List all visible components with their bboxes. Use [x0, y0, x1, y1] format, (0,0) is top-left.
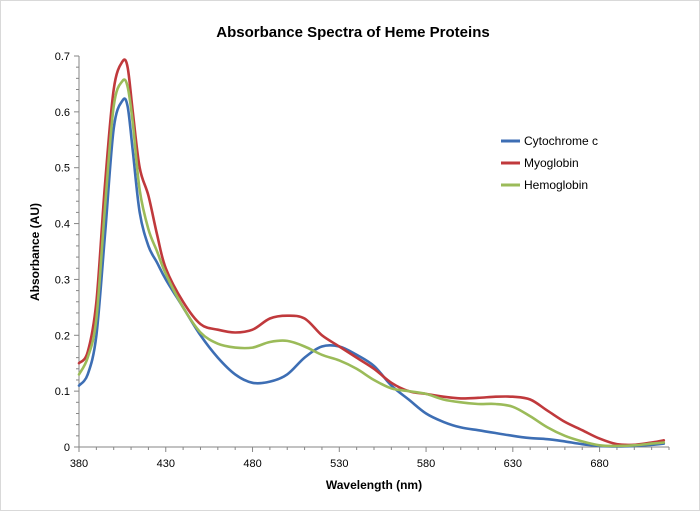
y-tick-label: 0.7	[55, 51, 70, 63]
legend-label-hemoglobin: Hemoglobin	[524, 178, 588, 192]
axes: 0 0.1 0.2 0.3 0.4 0.5 0.6 0.7 380 430 480 530 580 630…	[55, 51, 670, 470]
x-tick-label: 430	[157, 458, 175, 470]
legend-label-cytochrome-c: Cytochrome c	[524, 134, 598, 148]
y-tick-label: 0.6	[55, 107, 70, 119]
plot-area	[77, 58, 666, 448]
y-tick-label: 0	[64, 442, 70, 454]
x-tick-label: 680	[590, 458, 608, 470]
x-tick-label: 380	[70, 458, 88, 470]
x-tick-label: 530	[330, 458, 348, 470]
legend-label-myoglobin: Myoglobin	[524, 156, 579, 170]
legend: Cytochrome c Myoglobin Hemoglobin	[501, 134, 598, 192]
y-tick-label: 0.5	[55, 163, 70, 175]
series-line-hemoglobin	[77, 78, 666, 448]
x-tick-label: 630	[504, 458, 522, 470]
x-axis-label: Wavelength (nm)	[326, 478, 422, 492]
series-line-myoglobin	[77, 58, 666, 447]
y-tick-label: 0.3	[55, 274, 70, 286]
chart-title: Absorbance Spectra of Heme Proteins	[216, 24, 489, 41]
x-tick-label: 480	[243, 458, 261, 470]
series-line-cytochrome-c	[77, 97, 666, 448]
y-axis-label: Absorbance (AU)	[28, 203, 42, 301]
y-tick-label: 0.4	[55, 219, 70, 231]
x-tick-label: 580	[417, 458, 435, 470]
y-tick-label: 0.1	[55, 386, 70, 398]
y-tick-label: 0.2	[55, 330, 70, 342]
